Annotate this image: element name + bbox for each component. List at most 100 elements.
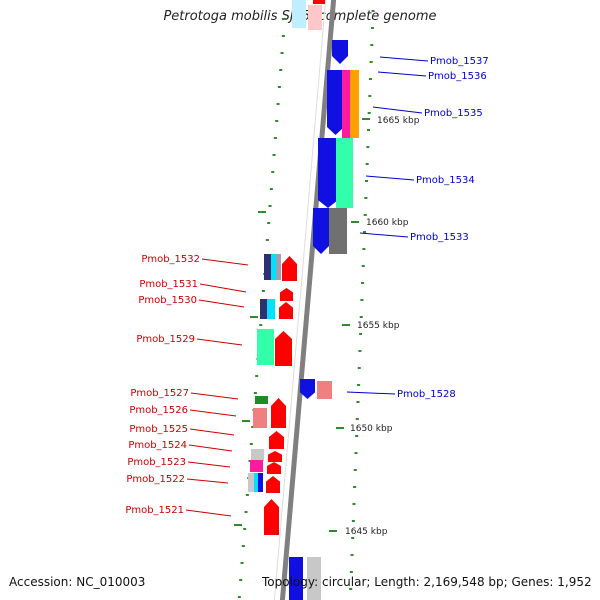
tick-mark xyxy=(359,333,363,335)
label-leader xyxy=(199,283,247,293)
gene-label-pmob_1526: Pmob_1526 xyxy=(129,405,188,416)
tick-mark xyxy=(281,35,285,37)
gene-pmob-1531 xyxy=(280,288,293,301)
tick-mark xyxy=(351,537,355,539)
gene-label-pmob_1524: Pmob_1524 xyxy=(128,440,187,451)
label-leader xyxy=(372,106,423,114)
gene-pmob-1527 xyxy=(255,396,268,404)
tick-mark xyxy=(275,120,279,122)
tick-mark xyxy=(253,392,257,394)
tick-mark xyxy=(368,95,372,97)
tick-mark xyxy=(259,324,263,326)
scale-label: 1660 kbp xyxy=(366,218,409,228)
gene-pmob-1523 xyxy=(267,462,281,474)
gene-label-pmob_1521: Pmob_1521 xyxy=(125,505,184,516)
gene-block xyxy=(292,0,306,28)
major-tick xyxy=(351,221,359,223)
tick-mark xyxy=(273,137,277,139)
tick-mark xyxy=(361,282,365,284)
gene-pmob-1533-a xyxy=(313,208,329,254)
gene-pmob-1529 xyxy=(275,331,292,366)
tick-mark xyxy=(277,86,281,88)
tick-mark xyxy=(361,265,365,267)
tick-mark xyxy=(265,239,269,241)
backbone-line xyxy=(279,0,337,600)
gene-block xyxy=(248,473,254,492)
tick-mark xyxy=(366,129,370,131)
gene-pmob-1522 xyxy=(266,476,280,493)
gene-label-pmob_1533: Pmob_1533 xyxy=(410,232,469,243)
gene-pmob-1521 xyxy=(264,499,279,535)
gene-label-pmob_1531: Pmob_1531 xyxy=(139,279,198,290)
gene-label-pmob_1534: Pmob_1534 xyxy=(416,175,475,186)
tick-mark xyxy=(355,418,359,420)
tick-mark xyxy=(245,494,249,496)
label-leader xyxy=(196,338,243,346)
gene-pmob-1533 xyxy=(329,208,347,254)
major-tick xyxy=(234,524,242,526)
tick-mark xyxy=(243,528,247,530)
tick-mark xyxy=(366,146,370,148)
tick-mark xyxy=(269,188,273,190)
label-leader xyxy=(188,444,233,452)
gene-pmob-1526 xyxy=(253,408,267,428)
scale-label: 1645 kbp xyxy=(345,527,388,537)
gene-label-pmob_1528: Pmob_1528 xyxy=(397,389,456,400)
gene-label-pmob_1532: Pmob_1532 xyxy=(141,254,200,265)
label-leader xyxy=(187,461,231,468)
label-leader xyxy=(365,175,415,181)
gene-block xyxy=(264,254,272,280)
gene-pmob-1534 xyxy=(336,138,353,208)
gene-pmob-1523-a xyxy=(250,460,263,472)
gene-label-pmob_1529: Pmob_1529 xyxy=(136,334,195,345)
major-tick xyxy=(342,324,350,326)
gene-label-pmob_1535: Pmob_1535 xyxy=(424,108,483,119)
gene-block xyxy=(258,473,263,492)
tick-mark xyxy=(352,503,356,505)
major-tick xyxy=(329,530,337,532)
tick-mark xyxy=(244,511,248,513)
tick-mark xyxy=(349,588,353,590)
tick-mark xyxy=(276,103,280,105)
label-leader xyxy=(185,509,232,517)
tick-mark xyxy=(371,10,375,12)
label-leader xyxy=(201,258,249,266)
tick-mark xyxy=(239,579,243,581)
gene-pmob-1528-b xyxy=(317,381,332,399)
tick-mark xyxy=(241,545,245,547)
tick-mark xyxy=(283,18,287,20)
label-leader xyxy=(346,391,396,395)
gene-label-pmob_1536: Pmob_1536 xyxy=(428,71,487,82)
tick-mark xyxy=(353,469,357,471)
tick-mark xyxy=(357,367,361,369)
major-tick xyxy=(258,211,266,213)
major-tick xyxy=(362,118,370,120)
gene-label-pmob_1525: Pmob_1525 xyxy=(129,424,188,435)
major-tick xyxy=(336,427,344,429)
tick-mark xyxy=(356,401,360,403)
tick-mark xyxy=(255,375,259,377)
tick-mark xyxy=(359,316,363,318)
label-leader xyxy=(189,428,235,436)
gene-pmob-1530 xyxy=(279,302,293,319)
major-tick xyxy=(242,420,250,422)
topology-text: Topology: circular; Length: 2,169,548 bp… xyxy=(262,575,592,589)
tick-mark xyxy=(363,231,367,233)
major-tick xyxy=(250,316,258,318)
gene-pmob-1524 xyxy=(268,451,282,462)
tick-mark xyxy=(353,486,357,488)
tick-mark xyxy=(249,443,253,445)
tick-mark xyxy=(367,112,371,114)
scale-label: 1665 kbp xyxy=(377,116,420,126)
gene-pmob-1535 xyxy=(350,70,359,138)
gene-pmob-1529-a xyxy=(257,329,274,365)
tick-mark xyxy=(370,44,374,46)
tick-mark xyxy=(362,248,366,250)
gene-block xyxy=(251,449,264,461)
gene-label-pmob_1523: Pmob_1523 xyxy=(127,457,186,468)
gene-label-pmob_1527: Pmob_1527 xyxy=(130,388,189,399)
gene-block xyxy=(267,299,275,319)
label-leader xyxy=(186,478,229,484)
gene-block xyxy=(254,473,259,492)
